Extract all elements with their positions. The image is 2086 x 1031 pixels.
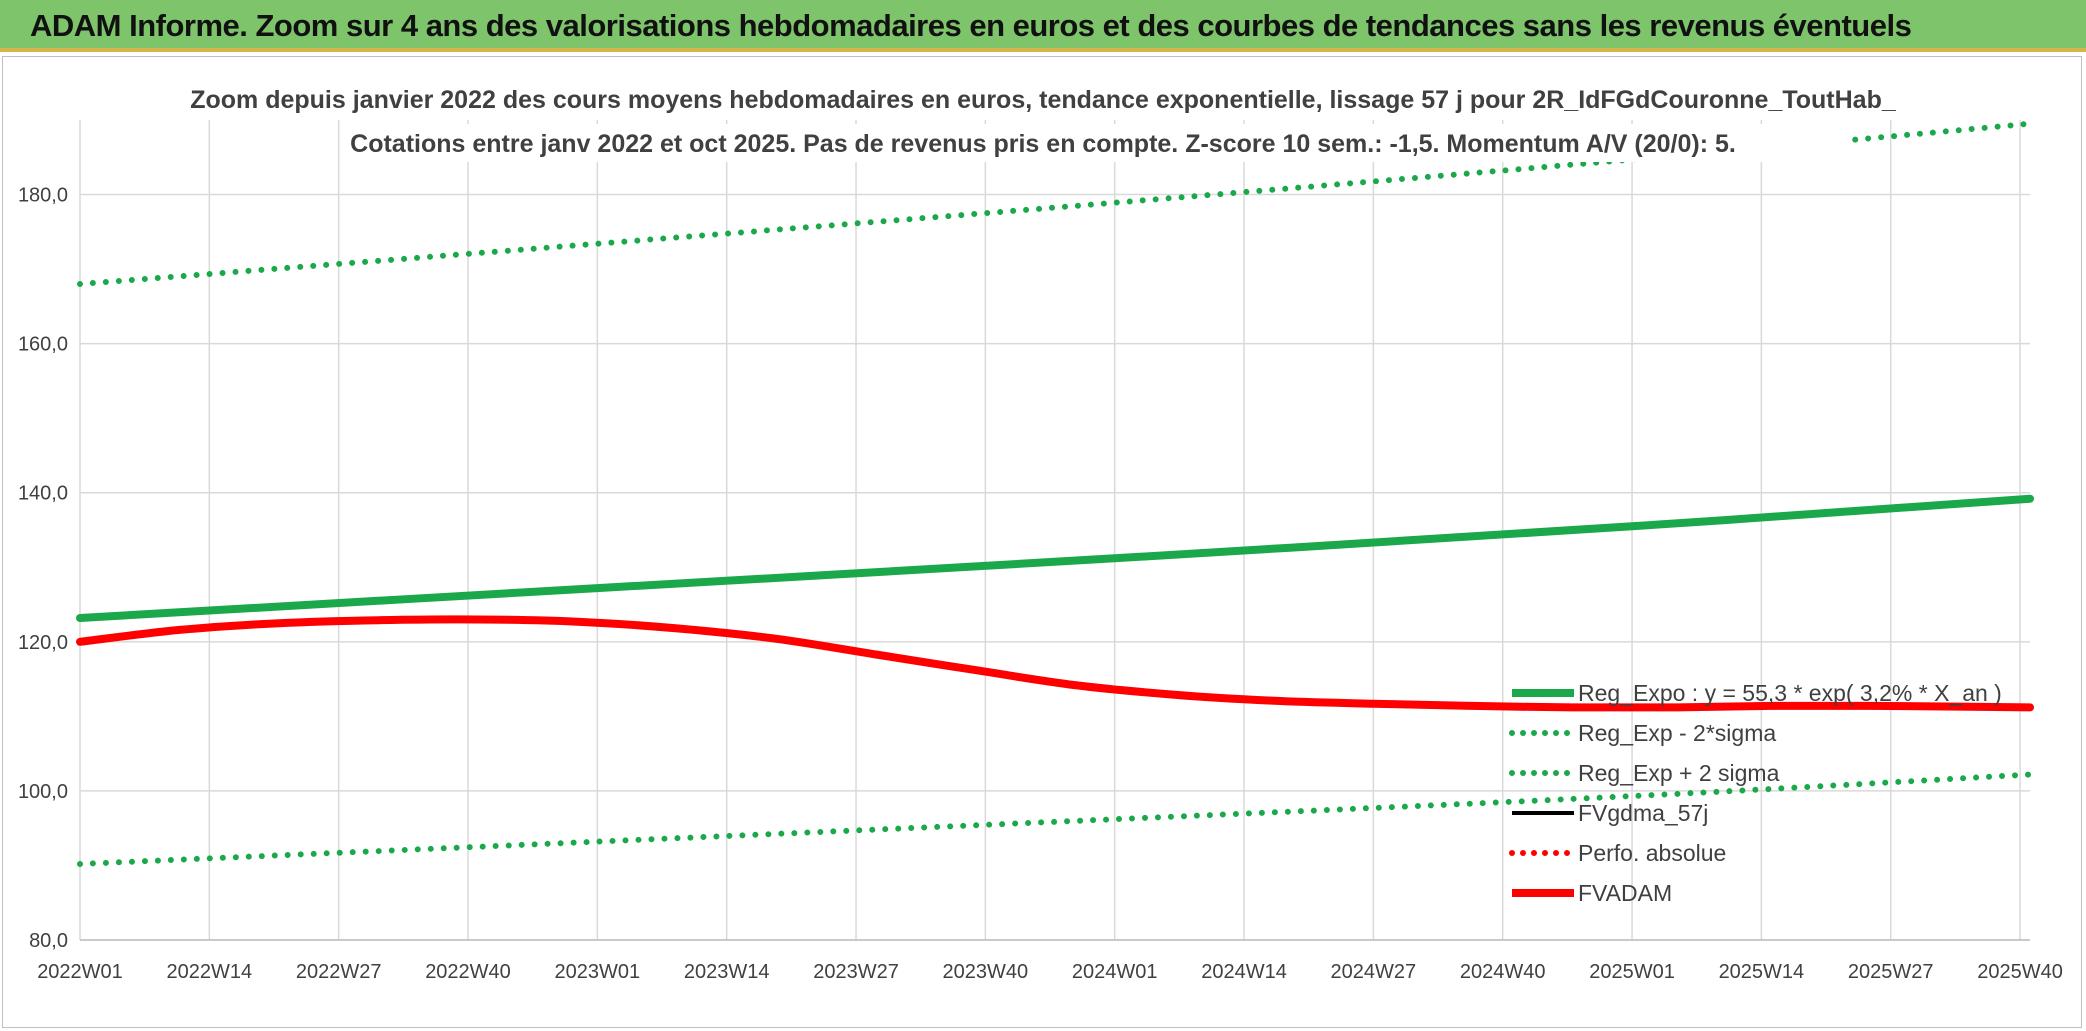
series-line-reg-expo-y-55-3-exp-3-2-x-an [76, 494, 2034, 622]
x-tick-label: 2025W14 [1719, 961, 1805, 983]
chart-title-line1: Zoom depuis janvier 2022 des cours moyen… [190, 86, 1897, 114]
x-tick-label: 2025W27 [1848, 961, 1934, 983]
title-background [370, 124, 1846, 162]
legend-label: Reg_Expo : y = 55,3 * exp( 3,2% * X_an ) [1578, 680, 2002, 706]
series-line-reg-exp-2-sigma [77, 120, 2033, 287]
legend-label: Perfo. absolue [1578, 840, 1726, 866]
x-tick-label: 2022W14 [167, 961, 253, 983]
x-tick-label: 2024W27 [1331, 961, 1417, 983]
y-tick-label: 140,0 [18, 483, 68, 505]
legend-label: FVADAM [1578, 880, 1672, 906]
chart-area-border [2, 56, 2082, 1028]
y-tick-label: 160,0 [18, 334, 68, 356]
x-tick-label: 2024W01 [1072, 961, 1158, 983]
legend-label: FVgdma_57j [1578, 800, 1708, 826]
x-tick-label: 2025W01 [1589, 961, 1675, 983]
x-tick-label: 2023W01 [555, 961, 641, 983]
chart-title-line2: Cotations entre janv 2022 et oct 2025. P… [350, 130, 1736, 158]
axes: 80,0 100,0 120,0 140,0 160,0 180,0 2022W01 2022… [18, 185, 2063, 983]
legend: Reg_Expo : y = 55,3 * exp( 3,2% * X_an )… [1509, 680, 2002, 906]
y-tick-label: 120,0 [18, 632, 68, 654]
x-tick-label: 2022W40 [425, 961, 511, 983]
legend-label: Reg_Exp - 2*sigma [1578, 720, 1776, 746]
x-tick-label: 2023W40 [943, 961, 1029, 983]
x-tick-label: 2024W40 [1460, 961, 1546, 983]
series-line-fvadam [76, 615, 2034, 712]
banner-title: ADAM Informe. Zoom sur 4 ans des valoris… [30, 8, 1912, 43]
series-group [76, 120, 2034, 867]
y-tick-label: 80,0 [29, 930, 68, 952]
x-tick-label: 2022W01 [37, 961, 123, 983]
x-tick-label: 2025W40 [1977, 961, 2063, 983]
y-tick-label: 180,0 [18, 185, 68, 207]
x-tick-label: 2023W27 [813, 961, 899, 983]
y-tick-label: 100,0 [18, 781, 68, 803]
legend-label: Reg_Exp + 2 sigma [1578, 760, 1780, 786]
x-tick-label: 2023W14 [684, 961, 770, 983]
x-tick-label: 2024W14 [1201, 961, 1287, 983]
gridlines [79, 120, 2030, 941]
x-tick-label: 2022W27 [296, 961, 382, 983]
series-line-reg-exp-2-sigma [77, 771, 2033, 867]
banner: ADAM Informe. Zoom sur 4 ans des valoris… [0, 0, 2086, 52]
